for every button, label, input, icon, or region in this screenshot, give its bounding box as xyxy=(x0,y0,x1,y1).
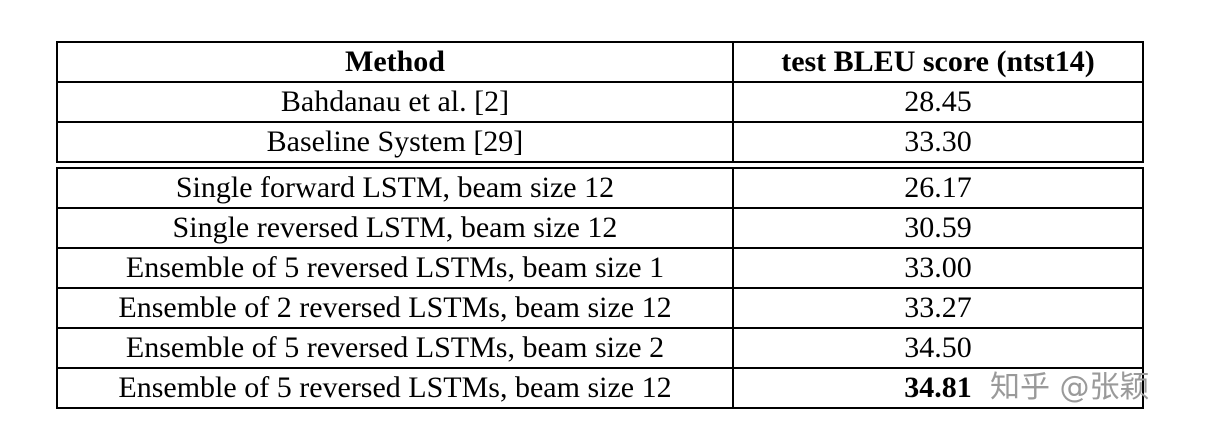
table-group: Method test BLEU score (ntst14) Bahdanau e… xyxy=(56,41,1144,163)
table-group: Single forward LSTM, beam size 12 26.17 Si… xyxy=(56,167,1144,409)
table-row: Ensemble of 5 reversed LSTMs, beam size … xyxy=(58,247,1142,287)
header-cell: Method xyxy=(58,43,734,81)
table-row: Ensemble of 5 reversed LSTMs, beam size … xyxy=(58,327,1142,367)
score-cell: 30.59 xyxy=(904,211,972,244)
method-cell: Ensemble of 5 reversed LSTMs, beam size … xyxy=(58,369,734,407)
method-cell: Ensemble of 5 reversed LSTMs, beam size … xyxy=(58,249,734,287)
score-cell: 34.50 xyxy=(904,331,972,364)
watermark: 知乎 @张颖 xyxy=(990,370,1150,405)
method-cell: Bahdanau et al. [2] xyxy=(58,83,734,121)
table-row: Bahdanau et al. [2] 28.45 xyxy=(58,81,1142,121)
table-row: Single forward LSTM, beam size 12 26.17 xyxy=(58,169,1142,207)
table-row: Single reversed LSTM, beam size 12 30.59 xyxy=(58,207,1142,247)
score-cell: 33.30 xyxy=(904,125,972,158)
score-cell: 26.17 xyxy=(904,171,972,204)
method-cell: Baseline System [29] xyxy=(58,123,734,161)
method-cell: Ensemble of 5 reversed LSTMs, beam size … xyxy=(58,329,734,367)
header-cell: test BLEU score (ntst14) xyxy=(781,45,1095,78)
method-cell: Single reversed LSTM, beam size 12 xyxy=(58,209,734,247)
score-cell: 34.81 xyxy=(904,371,972,404)
score-cell: 28.45 xyxy=(904,85,972,118)
method-cell: Ensemble of 2 reversed LSTMs, beam size … xyxy=(58,289,734,327)
table-row: Ensemble of 5 reversed LSTMs, beam size … xyxy=(58,367,1142,407)
score-cell: 33.00 xyxy=(904,251,972,284)
table-row: Baseline System [29] 33.30 xyxy=(58,121,1142,161)
header-row: Method test BLEU score (ntst14) xyxy=(58,43,1142,81)
method-cell: Single forward LSTM, beam size 12 xyxy=(58,169,734,207)
table-row: Ensemble of 2 reversed LSTMs, beam size … xyxy=(58,287,1142,327)
score-cell: 33.27 xyxy=(904,291,972,324)
